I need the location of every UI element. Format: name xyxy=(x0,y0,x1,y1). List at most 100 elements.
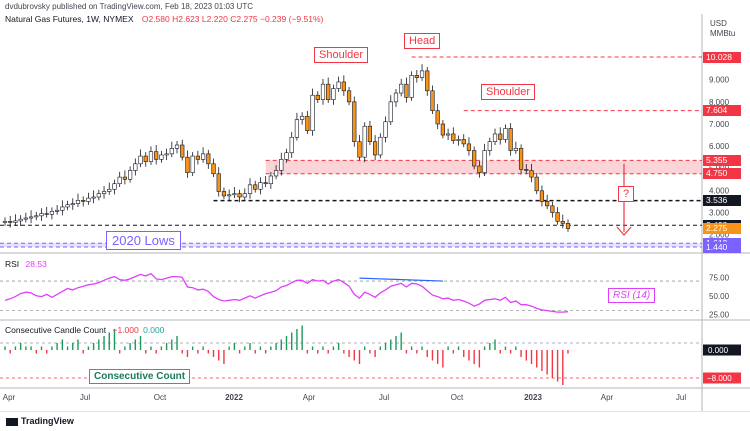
candle-body xyxy=(2,221,8,223)
rsi-tick-label: 25.00 xyxy=(709,310,730,319)
candle-body xyxy=(503,128,508,140)
candle-body xyxy=(117,176,122,185)
down-arrow-head xyxy=(616,226,632,236)
unit-label: MMBtu xyxy=(710,29,736,38)
candle-body xyxy=(133,163,138,171)
rsi-legend[interactable]: RSI 28.53 xyxy=(5,259,47,269)
tradingview-logo[interactable]: TradingView xyxy=(6,416,74,426)
candle-body xyxy=(315,94,320,100)
candle-body xyxy=(253,184,258,190)
candle-body xyxy=(96,193,101,198)
time-tick-label: Jul xyxy=(676,393,686,402)
candle-body xyxy=(28,216,34,219)
candle-body xyxy=(545,201,550,207)
candle-body xyxy=(388,101,393,123)
candle-body xyxy=(258,182,263,190)
rsi-divergence-line xyxy=(359,277,443,282)
candle-body xyxy=(148,151,154,162)
candle-body xyxy=(373,141,378,156)
time-tick-label: Jul xyxy=(379,393,389,402)
candle-body xyxy=(112,183,117,190)
candle-body xyxy=(451,133,456,141)
publisher-line: dvdubrovsky published on TradingView.com… xyxy=(5,2,253,11)
candle-body xyxy=(414,75,419,78)
candle-body xyxy=(456,139,461,141)
candle-body xyxy=(352,101,357,142)
candle-body xyxy=(101,191,107,194)
candle-body xyxy=(331,88,336,100)
time-axis: Apr Jul Oct 2022 Apr Jul Oct 2023 Apr Jul xyxy=(3,393,687,402)
rsi-annotation: RSI (14) xyxy=(608,288,656,303)
candle-body xyxy=(122,176,127,180)
ccc-value-2: 0.000 xyxy=(143,325,165,335)
ccc-min-label: −8.000 xyxy=(707,374,732,383)
candle-body xyxy=(227,194,232,197)
ccc-title: Consecutive Candle Count xyxy=(5,325,107,335)
candle-body xyxy=(326,83,331,100)
rsi-line xyxy=(4,272,569,313)
ccc-zero-label: 0.000 xyxy=(708,346,729,355)
ccc-min-tag xyxy=(703,372,741,384)
ccc-legend[interactable]: Consecutive Candle Count −1.000 0.000 xyxy=(5,325,164,335)
candle-body xyxy=(65,204,70,208)
price-tag: 10.028 xyxy=(703,51,741,63)
candle-body xyxy=(13,220,18,223)
ccc-zero-tag xyxy=(703,344,741,356)
price-tick-label: 2.000 xyxy=(709,231,730,240)
lows-2020-zone xyxy=(0,243,702,247)
price-tick-label: 9.000 xyxy=(709,76,730,85)
candle-body xyxy=(49,211,55,215)
candle-body xyxy=(75,200,81,204)
price-tick-label: 7.000 xyxy=(709,120,730,129)
candle-body xyxy=(190,155,195,173)
candle-body xyxy=(409,75,414,98)
rsi-title: RSI xyxy=(5,259,20,269)
candle-body xyxy=(555,212,560,222)
candle-body xyxy=(294,119,300,138)
symbol-legend: Natural Gas Futures, 1W, NYMEX O2.580 H2… xyxy=(5,14,323,24)
symbol-name[interactable]: Natural Gas Futures, 1W, NYMEX xyxy=(5,14,134,24)
candle-body xyxy=(524,169,529,171)
price-tag: 3.536 xyxy=(703,195,741,207)
candle-body xyxy=(310,94,315,131)
candle-body xyxy=(461,139,466,145)
rsi-tick-label: 75.00 xyxy=(709,273,730,282)
candle-body xyxy=(487,141,492,151)
price-pane xyxy=(0,56,702,248)
candle-body xyxy=(159,154,164,160)
candle-body xyxy=(232,193,237,196)
rsi-tick-label: 50.00 xyxy=(709,292,730,301)
candle-body xyxy=(498,133,503,140)
price-tag: 4.750 xyxy=(703,168,741,180)
lows-2020-label: 2020 Lows xyxy=(106,231,181,250)
candle-body xyxy=(346,90,352,103)
candle-body xyxy=(508,128,513,151)
candle-body xyxy=(91,196,96,199)
candle-body xyxy=(357,141,362,158)
price-tick-label: 4.000 xyxy=(709,186,730,195)
candle-body xyxy=(55,209,60,212)
candle-body xyxy=(529,170,534,178)
candle-body xyxy=(399,83,404,94)
candle-body xyxy=(477,165,482,173)
candle-body xyxy=(60,206,65,211)
time-tick-label: Oct xyxy=(451,393,464,402)
candle-body xyxy=(472,150,477,167)
candle-body xyxy=(143,155,148,162)
candle-body xyxy=(425,70,430,92)
candle-body xyxy=(534,176,539,192)
candle-body xyxy=(560,221,565,224)
candle-body xyxy=(242,193,247,198)
time-tick-label: Oct xyxy=(154,393,167,402)
candle-body xyxy=(466,143,472,151)
candle-body xyxy=(206,153,211,165)
candle-body xyxy=(180,144,185,158)
candle-body xyxy=(107,188,112,192)
candle-body xyxy=(320,83,326,100)
price-tick-label: 3.000 xyxy=(709,208,730,217)
candle-body xyxy=(70,203,75,206)
candle-body xyxy=(305,115,310,131)
candle-body xyxy=(446,133,451,136)
candle-body xyxy=(435,110,440,125)
candle-body xyxy=(221,191,227,197)
